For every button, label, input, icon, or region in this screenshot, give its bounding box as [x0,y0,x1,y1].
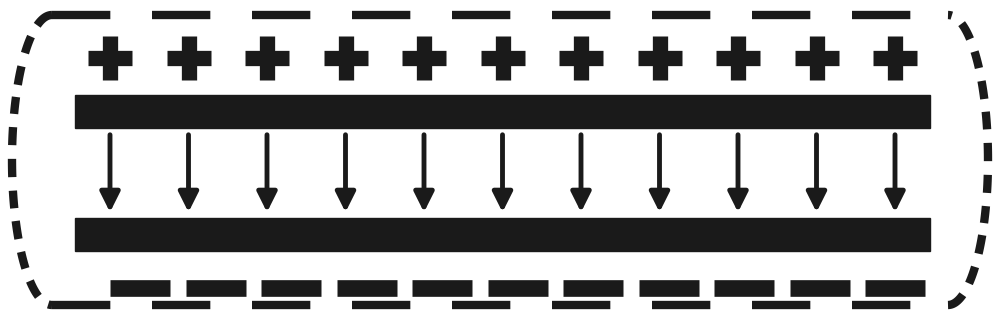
Bar [75,95,930,128]
Bar [75,218,930,251]
